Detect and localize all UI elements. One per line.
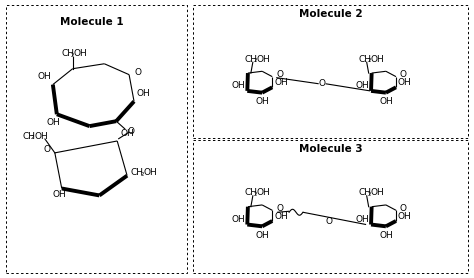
Text: OH: OH (136, 89, 150, 98)
Text: OH: OH (379, 97, 393, 106)
Text: OH: OH (274, 212, 288, 220)
Text: CH: CH (22, 131, 35, 141)
Text: OH: OH (34, 131, 48, 141)
Text: OH: OH (257, 55, 271, 64)
Text: Molecule 3: Molecule 3 (299, 144, 363, 154)
Text: OH: OH (274, 78, 288, 87)
Text: Molecule 1: Molecule 1 (60, 17, 123, 27)
Text: O: O (326, 217, 333, 226)
Text: 2: 2 (254, 192, 257, 197)
Text: 2: 2 (368, 58, 371, 63)
Text: O: O (44, 145, 51, 154)
Text: CH: CH (130, 168, 143, 177)
Text: OH: OH (120, 128, 134, 138)
Text: OH: OH (371, 188, 384, 197)
Text: OH: OH (232, 215, 246, 224)
Text: OH: OH (53, 190, 67, 199)
Text: OH: OH (398, 212, 412, 220)
Text: OH: OH (73, 49, 87, 58)
Text: O: O (276, 204, 283, 213)
Text: CH: CH (245, 188, 258, 197)
Text: OH: OH (232, 81, 246, 90)
Text: O: O (127, 126, 134, 136)
Text: Molecule 2: Molecule 2 (299, 9, 363, 19)
Text: O: O (400, 204, 407, 213)
Text: OH: OH (356, 215, 369, 224)
Text: CH: CH (359, 188, 372, 197)
Text: O: O (276, 70, 283, 79)
Text: OH: OH (255, 231, 269, 240)
Text: O: O (318, 79, 325, 88)
Text: CH: CH (359, 55, 372, 64)
Text: 2: 2 (141, 172, 145, 177)
Text: OH: OH (371, 55, 384, 64)
Text: CH: CH (62, 49, 75, 58)
Text: OH: OH (37, 72, 51, 81)
Text: OH: OH (379, 231, 393, 240)
Text: OH: OH (356, 81, 369, 90)
Text: 2: 2 (368, 192, 371, 197)
Text: OH: OH (257, 188, 271, 197)
Text: 2: 2 (254, 58, 257, 63)
Text: OH: OH (47, 118, 61, 127)
Text: OH: OH (144, 168, 158, 177)
Text: 2: 2 (71, 53, 74, 58)
Text: 2: 2 (31, 135, 35, 140)
Text: OH: OH (398, 78, 412, 87)
Text: O: O (400, 70, 407, 79)
Text: O: O (134, 68, 141, 77)
Text: OH: OH (255, 97, 269, 106)
Text: CH: CH (245, 55, 258, 64)
